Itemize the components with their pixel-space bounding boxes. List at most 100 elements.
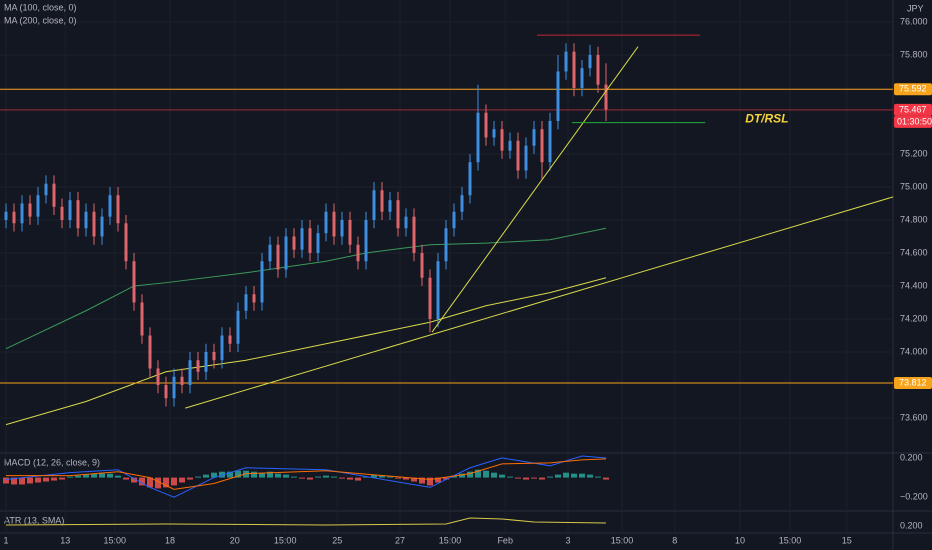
candle-body	[364, 219, 368, 262]
x-tick-label: 18	[165, 535, 175, 545]
candle-body	[604, 84, 608, 110]
macd-histogram	[3, 477, 9, 484]
candle-body	[556, 71, 560, 121]
candle-body	[412, 216, 416, 253]
macd-histogram	[107, 473, 113, 478]
x-tick-label: 10	[735, 535, 745, 545]
y-tick-label: 75.200	[900, 148, 928, 158]
candle-body	[36, 195, 40, 217]
macd-histogram	[179, 477, 185, 483]
currency: JPY	[907, 3, 924, 13]
candle-body	[452, 211, 456, 229]
macd-histogram	[507, 476, 513, 478]
macd-histogram	[27, 477, 33, 484]
candle-body	[436, 261, 440, 319]
x-tick-label: 13	[60, 535, 70, 545]
ma-legend: MA (200, close, 0)	[4, 15, 77, 25]
candle-body	[244, 294, 248, 311]
candle-body	[428, 277, 432, 319]
macd-histogram	[11, 477, 17, 485]
price-label-box	[894, 377, 932, 390]
macd-histogram	[187, 477, 193, 480]
candle-body	[180, 376, 184, 386]
macd-histogram	[547, 476, 553, 478]
atr-line	[5, 517, 607, 526]
macd-histogram	[515, 477, 521, 479]
macd-histogram	[555, 474, 561, 478]
macd-histogram	[467, 471, 473, 478]
candle-body	[324, 211, 328, 234]
macd-histogram	[227, 471, 233, 478]
macd-histogram	[283, 474, 289, 478]
candle-body	[60, 206, 64, 220]
candle-body	[532, 129, 536, 146]
macd-histogram	[19, 477, 25, 485]
macd-histogram	[339, 477, 345, 479]
y-tick-label: 74.000	[900, 346, 928, 356]
macd-histogram	[563, 472, 569, 478]
macd-histogram	[395, 477, 401, 479]
y-tick-label: 73.600	[900, 412, 928, 422]
x-tick-label: 15:00	[104, 535, 127, 545]
macd-histogram	[491, 472, 497, 478]
candle-body	[596, 54, 600, 85]
candle-body	[124, 223, 128, 262]
candle-body	[588, 54, 592, 69]
macd-histogram	[403, 477, 409, 480]
y-tick-label: 0.200	[900, 520, 923, 530]
candle-body	[28, 203, 32, 217]
price-label: 75.467	[899, 104, 927, 114]
candle-body	[348, 219, 352, 245]
candle-body	[316, 233, 320, 253]
candle-body	[4, 211, 8, 220]
x-tick-label: 3	[565, 535, 570, 545]
price-label: 75.592	[899, 84, 927, 94]
macd-histogram	[211, 472, 217, 478]
macd-histogram	[43, 477, 49, 482]
signal-line	[6, 458, 607, 490]
candle-body	[380, 190, 384, 212]
macd-histogram	[251, 471, 257, 478]
y-tick-label: 0.200	[900, 452, 923, 462]
candle-body	[396, 200, 400, 229]
macd-histogram	[83, 474, 89, 478]
price-label: 73.812	[899, 377, 927, 387]
macd-histogram	[347, 477, 353, 480]
macd-histogram	[51, 477, 57, 481]
macd-histogram	[99, 472, 105, 478]
macd-histogram	[539, 477, 545, 480]
macd-histogram	[139, 477, 145, 486]
candle-body	[52, 183, 56, 207]
candle-body	[524, 145, 528, 171]
countdown-box	[894, 115, 932, 128]
candle-body	[164, 385, 168, 399]
y-tick-label: 76.000	[900, 16, 928, 26]
y-tick-label: 74.800	[900, 214, 928, 224]
candle-body	[340, 219, 344, 237]
x-tick-label: 15:00	[439, 535, 462, 545]
macd-histogram	[459, 473, 465, 478]
candle-body	[300, 228, 304, 250]
macd-histogram	[259, 472, 265, 478]
candle-body	[140, 302, 144, 336]
candle-body	[44, 183, 48, 196]
candle-body	[260, 261, 264, 303]
macd-histogram	[163, 477, 169, 488]
candle-body	[92, 211, 96, 237]
macd-histogram	[571, 473, 577, 478]
macd-histogram	[35, 477, 41, 483]
candle-body	[268, 244, 272, 262]
price-label-box	[894, 103, 932, 116]
x-tick-label: 8	[672, 535, 677, 545]
countdown: 01:30:50	[897, 116, 932, 126]
macd-histogram	[363, 476, 369, 478]
candle-body	[476, 112, 480, 163]
candle-body	[172, 376, 176, 399]
candle-body	[492, 129, 496, 138]
candle-body	[108, 195, 112, 217]
atr-legend: ATR (13, SMA)	[4, 515, 64, 525]
macd-histogram	[275, 473, 281, 478]
macd-histogram	[379, 475, 385, 478]
